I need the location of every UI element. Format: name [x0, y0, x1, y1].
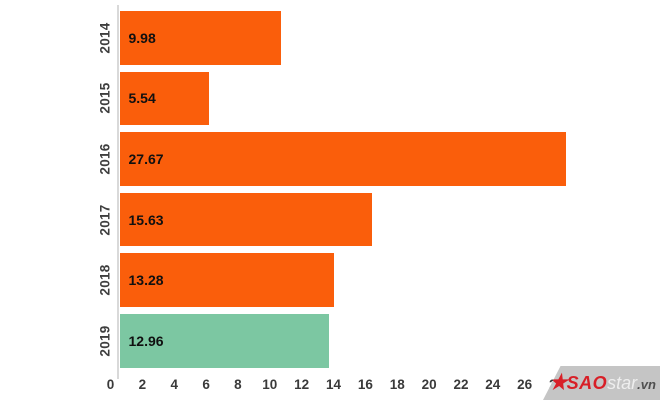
- watermark-brand-star: star: [607, 372, 638, 393]
- watermark-brand-sao: SAO: [566, 372, 608, 393]
- bar-2018: 13.28: [119, 253, 334, 307]
- bar-value-label: 15.63: [128, 211, 164, 228]
- y-axis-label-2015: 2015: [97, 82, 113, 114]
- y-axis-label-2014: 2014: [97, 22, 113, 54]
- x-axis-tick-0: 0: [106, 377, 115, 392]
- y-axis-label-2018: 2018: [97, 264, 113, 296]
- bar-2019: 12.96: [119, 314, 329, 368]
- x-axis-tick-24: 24: [485, 377, 501, 392]
- x-axis-tick-8: 8: [234, 377, 242, 392]
- x-axis-tick-2: 2: [138, 377, 147, 392]
- x-axis-tick-26: 26: [517, 377, 533, 392]
- saostar-watermark: ★ SAO star .vn: [543, 366, 660, 400]
- y-axis-label-2017: 2017: [97, 203, 113, 236]
- x-axis-tick-4: 4: [170, 377, 178, 392]
- bar-value-label: 27.67: [128, 150, 164, 167]
- x-axis-tick-16: 16: [357, 377, 373, 392]
- y-axis-label-2019: 2019: [97, 325, 113, 357]
- bar-value-label: 12.96: [128, 332, 164, 349]
- bar-2014: 9.98: [119, 11, 281, 65]
- x-axis-tick-14: 14: [326, 377, 342, 392]
- x-axis-tick-12: 12: [294, 377, 310, 392]
- x-axis-tick-18: 18: [389, 377, 405, 392]
- bar-value-label: 13.28: [128, 272, 164, 289]
- x-axis-tick-20: 20: [421, 377, 437, 392]
- y-axis-line: [117, 5, 119, 379]
- x-axis-tick-6: 6: [202, 377, 210, 392]
- x-axis-tick-10: 10: [262, 377, 278, 392]
- y-axis-label-2016: 2016: [97, 143, 113, 175]
- x-axis-tick-22: 22: [453, 377, 469, 392]
- bar-value-label: 5.54: [128, 90, 156, 107]
- bar-2015: 5.54: [119, 71, 209, 126]
- bar-2016: 27.67: [119, 132, 567, 186]
- bar-value-label: 9.98: [128, 29, 156, 46]
- bar-2017: 15.63: [119, 192, 372, 247]
- watermark-brand-vn: .vn: [637, 377, 656, 392]
